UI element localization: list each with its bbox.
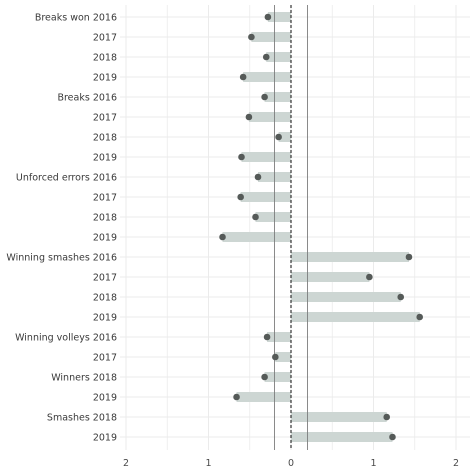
category-label: 2018 — [93, 293, 117, 304]
category-label: 2019 — [93, 313, 117, 324]
data-point — [383, 413, 391, 421]
data-point — [397, 293, 405, 301]
category-label: Winning smashes 2016 — [6, 253, 117, 264]
category-label: 2019 — [93, 393, 117, 404]
category-label: Unforced errors 2016 — [16, 173, 117, 184]
data-point — [238, 153, 245, 161]
grid-layer — [120, 5, 470, 450]
x-tick-label: 0 — [288, 458, 294, 469]
x-tick-label: 1 — [205, 458, 211, 469]
category-label: 2018 — [93, 133, 117, 144]
category-label: Breaks 2016 — [57, 93, 117, 104]
bar — [222, 232, 291, 242]
data-point — [416, 313, 424, 321]
point-layer — [219, 13, 424, 441]
data-point — [389, 433, 396, 441]
bar — [240, 192, 291, 202]
data-point — [245, 113, 253, 121]
bar — [267, 332, 291, 342]
category-label: 2017 — [93, 273, 117, 284]
category-label: 2018 — [93, 53, 117, 64]
bar — [248, 112, 291, 122]
category-label: 2018 — [93, 213, 117, 224]
bar — [275, 352, 291, 362]
bar — [291, 312, 420, 322]
x-tick-label: 2 — [453, 458, 459, 469]
category-label: Winners 2018 — [51, 373, 117, 384]
data-point — [272, 353, 279, 361]
bar — [266, 52, 291, 62]
data-point — [219, 233, 226, 241]
data-point — [239, 73, 247, 81]
category-label: 2019 — [93, 433, 117, 444]
data-point — [248, 33, 255, 41]
bar — [291, 272, 370, 282]
category-label: 2019 — [93, 153, 117, 164]
category-label: 2017 — [93, 193, 117, 204]
x-tick-labels: 2 1 0 1 2 — [123, 458, 459, 469]
data-point — [405, 253, 413, 261]
bar — [267, 12, 291, 22]
category-labels: Breaks won 2016 2017 2018 2019 Breaks 2016 20… — [6, 13, 117, 444]
bar — [291, 292, 401, 302]
bar — [278, 132, 291, 142]
bar — [255, 212, 291, 222]
data-point — [366, 273, 373, 281]
category-label: 2019 — [93, 73, 117, 84]
category-label: Breaks won 2016 — [35, 13, 117, 24]
bar-layer — [222, 12, 420, 442]
category-label: Winning volleys 2016 — [15, 333, 117, 344]
x-tick-label: 2 — [123, 458, 129, 469]
category-label: 2017 — [93, 353, 117, 364]
bar — [251, 32, 291, 42]
data-point — [262, 53, 270, 61]
category-label: Smashes 2018 — [47, 413, 117, 424]
bar — [241, 152, 291, 162]
x-tick-label: 1 — [370, 458, 376, 469]
bar — [291, 412, 387, 422]
data-point — [254, 173, 262, 181]
category-label: 2019 — [93, 233, 117, 244]
category-label: 2017 — [93, 113, 117, 124]
bar — [291, 432, 393, 442]
data-point — [237, 193, 244, 201]
data-point — [263, 333, 271, 341]
data-point — [233, 393, 240, 401]
data-point — [261, 373, 268, 381]
bar — [291, 252, 409, 262]
data-point — [252, 213, 259, 221]
bar — [236, 392, 291, 402]
bar — [264, 372, 291, 382]
bar — [264, 92, 291, 102]
data-point — [275, 133, 282, 141]
category-label: 2017 — [93, 33, 117, 44]
reference-lines — [274, 5, 308, 450]
data-point — [264, 13, 272, 21]
bar — [243, 72, 291, 82]
data-point — [261, 93, 268, 101]
